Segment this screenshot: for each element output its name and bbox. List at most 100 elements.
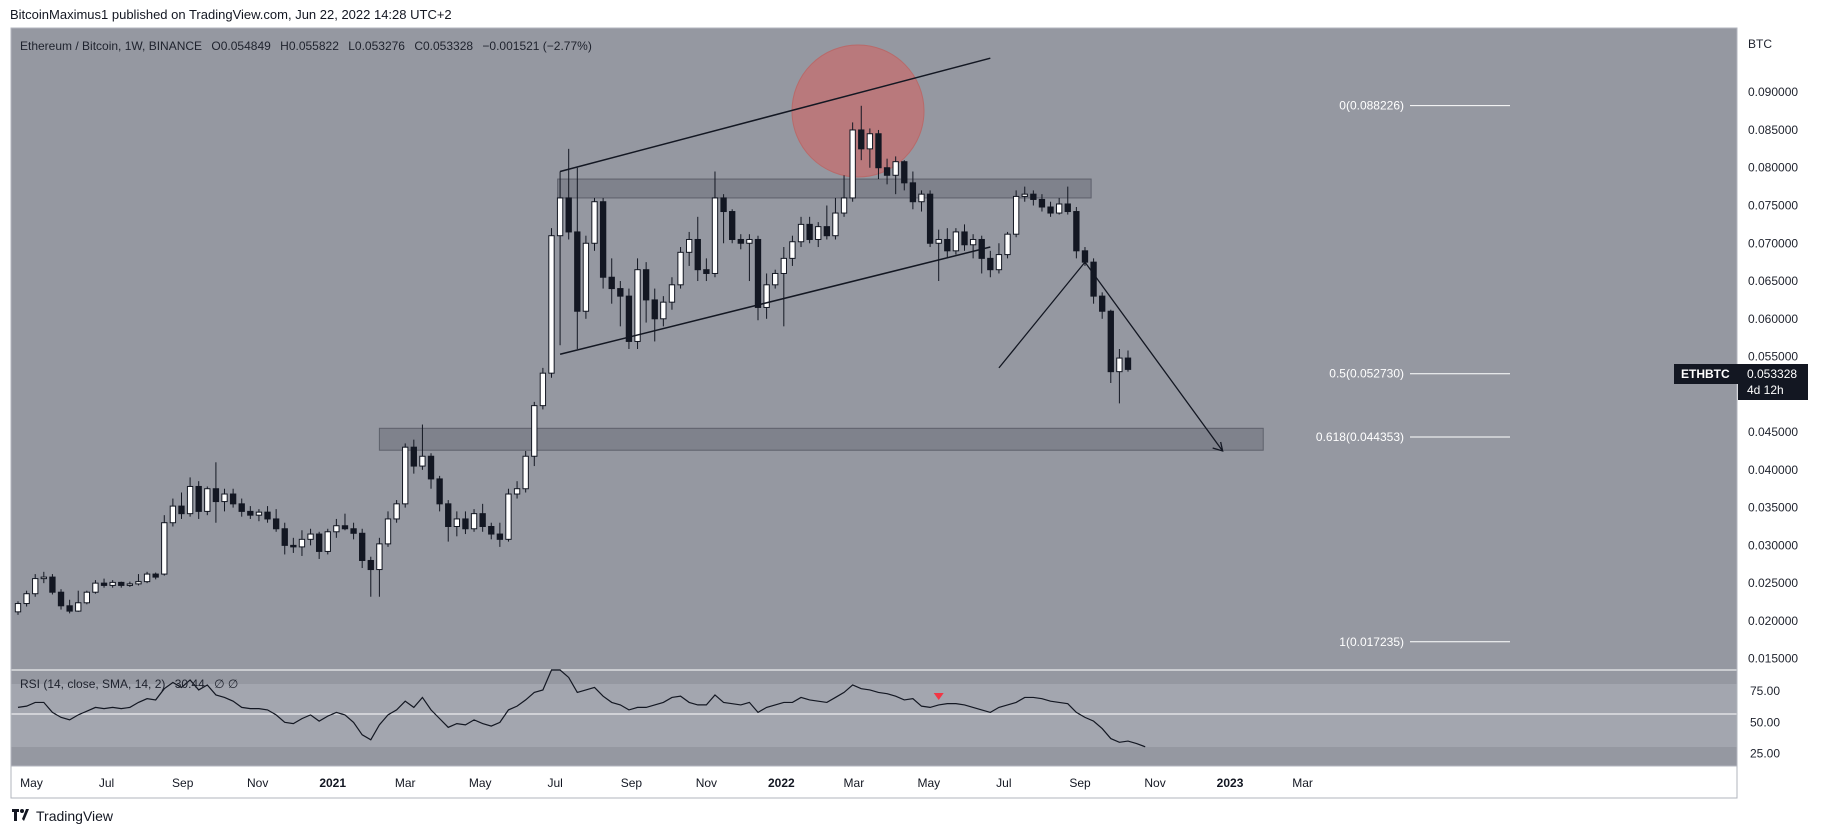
time-tick: Nov xyxy=(1144,776,1165,790)
candle xyxy=(1055,197,1063,215)
candle xyxy=(582,235,590,319)
candle xyxy=(556,171,564,346)
candle-body xyxy=(660,301,667,320)
candle-body xyxy=(152,573,159,578)
time-tick: Sep xyxy=(172,776,194,790)
candle-body xyxy=(66,605,73,612)
candle xyxy=(1107,309,1114,383)
fib-label-1: 0.5(0.052730) xyxy=(1329,367,1404,381)
candle xyxy=(281,522,288,555)
rsi-divergence-marker xyxy=(933,693,944,700)
candle-body xyxy=(754,238,762,308)
candle xyxy=(462,511,469,535)
candle-body xyxy=(548,235,555,374)
time-tick: Jul xyxy=(548,776,563,790)
candle xyxy=(32,574,39,597)
candle xyxy=(548,228,555,378)
zones-layer xyxy=(378,44,1264,451)
candle xyxy=(642,262,650,323)
candle xyxy=(711,171,719,278)
candle-body xyxy=(367,559,374,571)
candle-body xyxy=(118,581,125,586)
candle xyxy=(763,273,770,319)
candle xyxy=(359,528,366,569)
candle-body xyxy=(14,603,22,613)
candle-body xyxy=(909,182,917,203)
candle-body xyxy=(961,231,968,246)
candle-body xyxy=(83,591,91,604)
candle-body xyxy=(703,269,710,274)
candle-body xyxy=(1047,206,1054,214)
candle-body xyxy=(307,533,314,540)
candle-body xyxy=(987,257,994,271)
candle xyxy=(952,228,960,255)
candle xyxy=(402,443,409,508)
candle xyxy=(918,190,925,212)
candle-body xyxy=(143,573,151,583)
rsi-legend-value: 30.44 xyxy=(175,677,205,691)
candle-body xyxy=(685,238,693,253)
time-tick: Nov xyxy=(696,776,717,790)
rsi-tick: 25.00 xyxy=(1750,747,1780,761)
last-price-countdown: 4d 12h xyxy=(1747,383,1784,397)
candle xyxy=(290,537,297,553)
candle xyxy=(685,231,693,266)
candle xyxy=(100,578,108,588)
candle xyxy=(513,481,521,499)
price-tick: 0.045000 xyxy=(1748,425,1798,439)
price-tick: 0.070000 xyxy=(1748,236,1798,250)
candle xyxy=(488,522,495,540)
candle xyxy=(445,500,452,542)
candle-body xyxy=(1038,198,1046,208)
price-tick: 0.040000 xyxy=(1748,463,1798,477)
candle xyxy=(307,528,314,546)
time-tick: 2021 xyxy=(319,776,346,790)
last-price-value-bg xyxy=(1738,364,1808,400)
candle-body xyxy=(1116,357,1123,373)
candle xyxy=(14,601,22,615)
legend: Ethereum / Bitcoin, 1W, BINANCE O0.05484… xyxy=(20,39,592,53)
candle-body xyxy=(763,284,770,308)
candle xyxy=(797,216,805,248)
candle-body xyxy=(281,528,288,546)
price-tick: 0.055000 xyxy=(1748,350,1798,364)
candle-body xyxy=(135,581,142,585)
candle-body xyxy=(419,455,426,467)
candle xyxy=(539,367,547,410)
candle-body xyxy=(169,505,177,524)
tradingview-logo-icon xyxy=(12,808,30,824)
price-tick: 0.030000 xyxy=(1748,538,1798,552)
candle-body xyxy=(711,197,719,274)
candle-body xyxy=(264,511,271,520)
candle xyxy=(427,453,435,489)
time-tick: Mar xyxy=(844,776,865,790)
candle xyxy=(1090,258,1097,304)
candle xyxy=(634,258,641,349)
candle-body xyxy=(797,223,805,243)
drawings-layer xyxy=(559,57,1224,452)
fib-label-3: 1(0.017235) xyxy=(1339,635,1404,649)
rsi-band xyxy=(11,684,1737,747)
candle-body xyxy=(677,251,684,286)
candle xyxy=(436,475,443,512)
candle xyxy=(668,277,676,310)
candle xyxy=(737,234,744,250)
candle-body xyxy=(1064,203,1071,213)
candle-body xyxy=(995,254,1003,271)
candle-body xyxy=(505,493,512,540)
candle xyxy=(229,488,237,508)
candle-body xyxy=(866,133,874,150)
candle-body xyxy=(402,446,409,505)
price-tick: 0.080000 xyxy=(1748,161,1798,175)
candle-body xyxy=(186,485,194,515)
candle xyxy=(1116,349,1123,404)
candle xyxy=(849,122,856,202)
tradingview-brand: TradingView xyxy=(12,808,113,824)
candle xyxy=(315,531,323,559)
candle xyxy=(118,581,125,588)
candle-body xyxy=(488,525,495,535)
candle xyxy=(720,194,727,244)
candle-body xyxy=(1004,233,1011,256)
candle xyxy=(1021,186,1028,202)
candle xyxy=(815,222,822,248)
